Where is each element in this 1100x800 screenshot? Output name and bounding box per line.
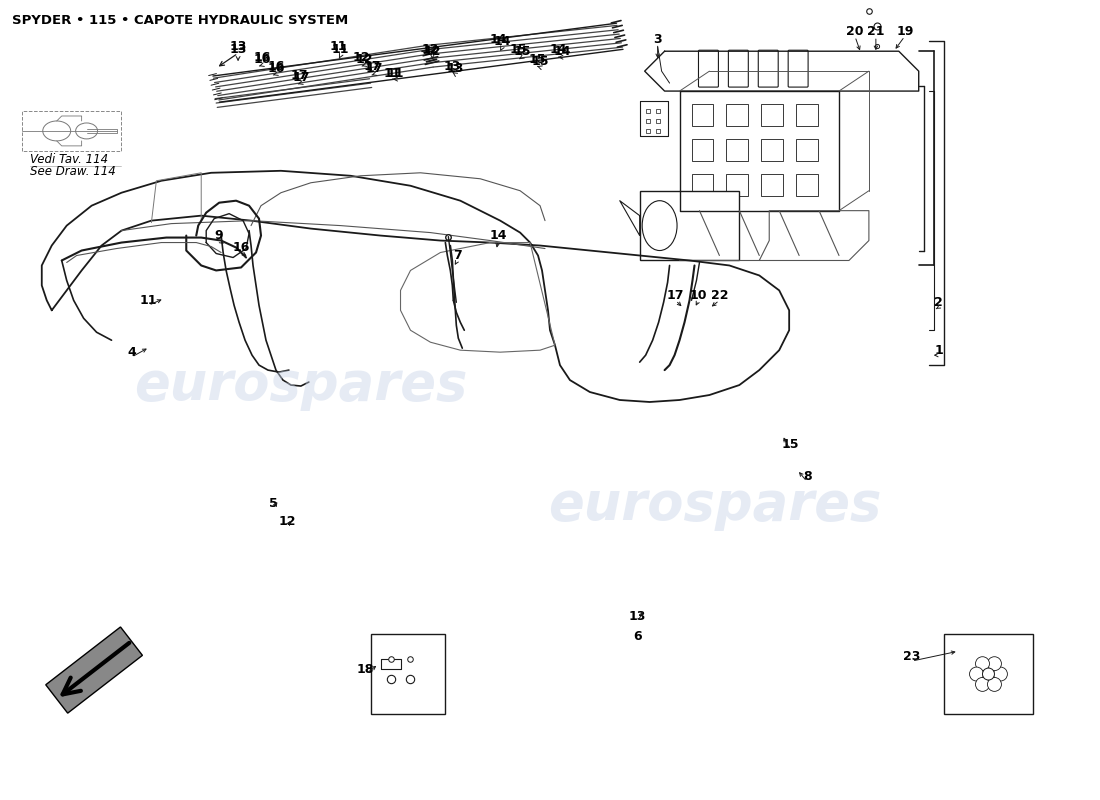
Text: eurospares: eurospares <box>548 478 881 530</box>
Text: 11: 11 <box>387 66 405 80</box>
FancyBboxPatch shape <box>758 50 778 87</box>
Text: 22: 22 <box>711 289 728 302</box>
Text: 16: 16 <box>253 53 271 66</box>
Text: 14: 14 <box>490 33 507 46</box>
Text: 13: 13 <box>230 42 246 56</box>
Text: 12: 12 <box>278 515 296 528</box>
Text: 16: 16 <box>267 62 285 74</box>
Text: 14: 14 <box>553 45 571 58</box>
Text: 13: 13 <box>447 62 464 74</box>
Text: 20: 20 <box>846 25 864 38</box>
Text: 11: 11 <box>384 66 402 80</box>
FancyBboxPatch shape <box>761 104 783 126</box>
Text: 15: 15 <box>528 53 546 66</box>
Text: Vedi Tav. 114: Vedi Tav. 114 <box>30 153 108 166</box>
Text: 15: 15 <box>514 45 531 58</box>
Text: 18: 18 <box>358 662 374 675</box>
Text: 21: 21 <box>867 25 884 38</box>
Text: 12: 12 <box>421 42 439 56</box>
Text: 12: 12 <box>356 53 373 66</box>
Text: 15: 15 <box>509 42 527 56</box>
Text: 16: 16 <box>253 50 271 64</box>
FancyBboxPatch shape <box>761 139 783 161</box>
Text: 14: 14 <box>490 229 507 242</box>
FancyBboxPatch shape <box>698 50 718 87</box>
Text: 13: 13 <box>629 610 647 622</box>
Circle shape <box>988 657 1001 670</box>
Text: 8: 8 <box>803 470 812 483</box>
Circle shape <box>993 667 1008 681</box>
Text: 4: 4 <box>128 346 135 358</box>
Text: 1: 1 <box>934 344 943 357</box>
FancyBboxPatch shape <box>692 174 714 196</box>
Polygon shape <box>46 627 142 713</box>
Text: 11: 11 <box>140 294 157 307</box>
Text: 17: 17 <box>290 69 308 82</box>
Text: 6: 6 <box>634 630 642 642</box>
Text: 9: 9 <box>214 229 223 242</box>
FancyBboxPatch shape <box>796 174 818 196</box>
FancyBboxPatch shape <box>692 139 714 161</box>
Circle shape <box>976 678 990 691</box>
Circle shape <box>988 678 1001 691</box>
Text: 15: 15 <box>781 438 799 451</box>
FancyBboxPatch shape <box>692 104 714 126</box>
Text: 2: 2 <box>934 296 943 309</box>
Text: 23: 23 <box>903 650 921 662</box>
FancyBboxPatch shape <box>796 104 818 126</box>
Text: 12: 12 <box>424 45 441 58</box>
Text: 12: 12 <box>353 50 371 64</box>
Text: 17: 17 <box>293 70 309 84</box>
FancyBboxPatch shape <box>371 634 446 714</box>
Text: See Draw. 114: See Draw. 114 <box>30 165 116 178</box>
Text: 16: 16 <box>267 60 285 73</box>
Text: 11: 11 <box>330 40 348 53</box>
Text: 14: 14 <box>494 34 510 48</box>
FancyBboxPatch shape <box>761 174 783 196</box>
Text: 11: 11 <box>332 42 350 56</box>
FancyBboxPatch shape <box>728 50 748 87</box>
FancyBboxPatch shape <box>796 139 818 161</box>
FancyBboxPatch shape <box>726 139 748 161</box>
Text: 15: 15 <box>531 54 549 68</box>
Circle shape <box>982 668 994 680</box>
FancyBboxPatch shape <box>726 174 748 196</box>
FancyBboxPatch shape <box>789 50 808 87</box>
FancyBboxPatch shape <box>726 104 748 126</box>
Text: 5: 5 <box>268 497 277 510</box>
Text: SPYDER • 115 • CAPOTE HYDRAULIC SYSTEM: SPYDER • 115 • CAPOTE HYDRAULIC SYSTEM <box>12 14 348 27</box>
Text: 17: 17 <box>364 60 382 73</box>
Text: 10: 10 <box>690 289 707 302</box>
FancyBboxPatch shape <box>640 190 739 261</box>
Text: 16: 16 <box>232 241 250 254</box>
Text: 13: 13 <box>230 40 246 53</box>
FancyBboxPatch shape <box>944 634 1033 714</box>
Text: 17: 17 <box>366 62 384 74</box>
Text: 19: 19 <box>896 25 913 38</box>
Ellipse shape <box>642 201 678 250</box>
Text: 17: 17 <box>667 289 684 302</box>
Text: 14: 14 <box>549 42 566 56</box>
Text: 7: 7 <box>453 249 462 262</box>
Text: 3: 3 <box>653 33 662 46</box>
Circle shape <box>969 667 983 681</box>
Text: eurospares: eurospares <box>134 359 468 411</box>
Circle shape <box>976 657 990 670</box>
Text: 13: 13 <box>443 60 461 73</box>
